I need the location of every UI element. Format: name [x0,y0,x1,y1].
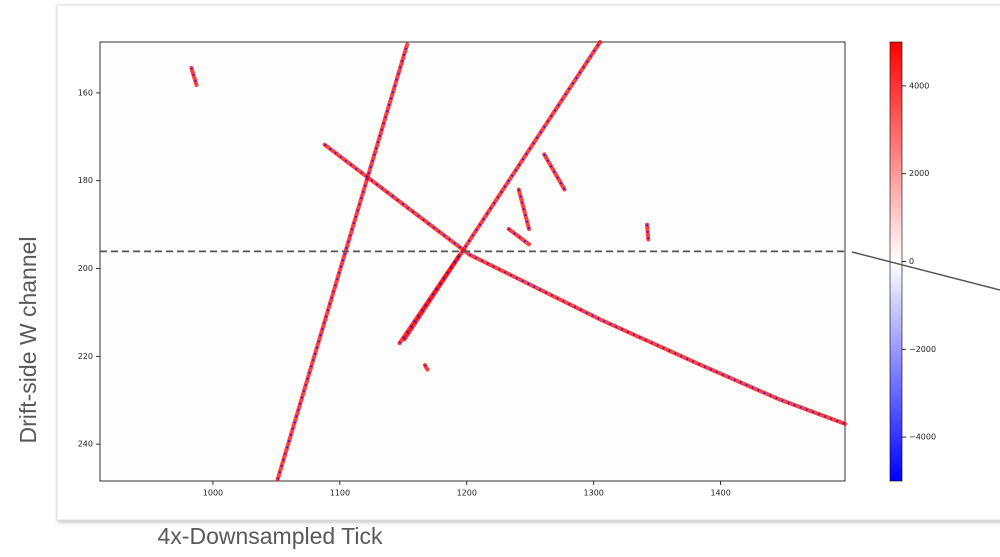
y-tick-label: 220 [78,352,93,361]
track-texture [398,254,461,344]
track [506,227,531,247]
colorbar-tick-label: 2000 [909,169,929,178]
y-axis-label: Drift-side W channel [15,236,41,443]
callout-line [851,251,1000,291]
track-texture [424,364,429,370]
x-tick-label: 1100 [330,489,350,498]
x-tick-label: 1300 [584,489,604,498]
colorbar-tick-label: 0 [909,257,914,266]
x-tick-label: 1200 [457,489,477,498]
track-texture [276,44,409,480]
track-texture [543,153,566,191]
track-texture [517,189,530,230]
y-tick-label: 180 [78,176,93,185]
colorbar-tick-label: −4000 [909,433,936,442]
x-tick-label: 1400 [710,489,730,498]
track [189,65,199,87]
x-axis-label: 4x-Downsampled Tick [158,523,383,549]
colorbar-tick-label: 4000 [909,81,929,90]
x-tick-label: 1000 [203,489,223,498]
y-tick-label: 160 [78,88,93,97]
plot-area [99,41,846,482]
y-tick-label: 200 [78,264,93,273]
track-texture [646,224,650,240]
colorbar-tick-label: −2000 [909,345,936,354]
y-tick-label: 240 [78,440,93,449]
track [322,142,847,426]
